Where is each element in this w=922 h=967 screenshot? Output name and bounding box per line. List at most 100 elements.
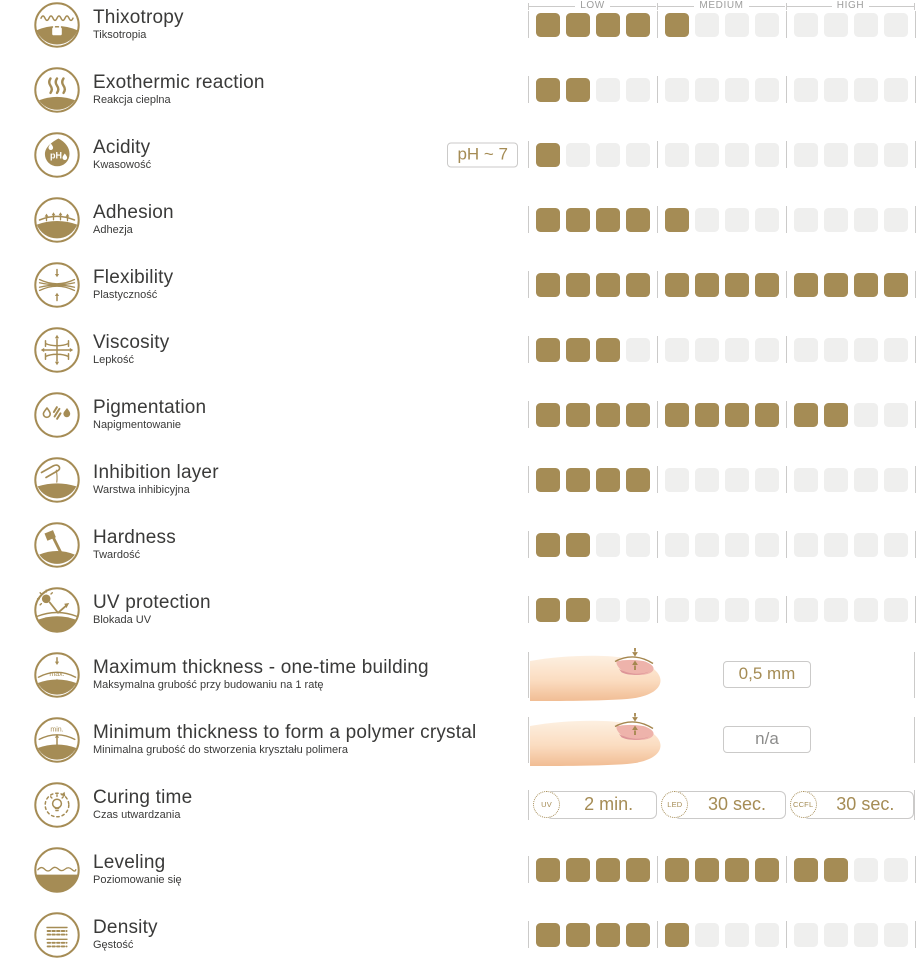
property-subtitle: Plastyczność (93, 289, 158, 302)
rating-cell (566, 337, 590, 362)
rating-cell (824, 337, 848, 362)
bar-frame-line (657, 466, 658, 493)
rating-group (658, 922, 786, 947)
property-title: Exothermic reaction (93, 71, 265, 93)
header-line (658, 5, 695, 7)
bar-frame-line (913, 789, 915, 820)
property-title: Thixotropy (93, 6, 184, 28)
property-text: Viscosity Lepkość (93, 331, 528, 366)
rating-cell (884, 12, 908, 37)
rating-cell (794, 77, 818, 102)
uv-protection-icon (33, 586, 81, 634)
property-text: Thixotropy Tiksotropia (93, 6, 528, 41)
rating-cell (566, 272, 590, 297)
rating-cell (794, 12, 818, 37)
rating-cell (884, 77, 908, 102)
bar-frame-line (786, 596, 787, 623)
property-title: UV protection (93, 591, 211, 613)
curing-badge: LED 30 sec. (661, 790, 786, 819)
finger-nail-illustration (530, 647, 661, 701)
bar-frame-line (914, 716, 915, 763)
property-title: Viscosity (93, 331, 170, 353)
bar-frame-line (657, 336, 658, 363)
property-subtitle: Gęstość (93, 939, 134, 952)
property-subtitle: Kwasowość (93, 159, 152, 172)
rating-cell (695, 142, 719, 167)
bar-frame-line (528, 336, 529, 363)
rating-cell (665, 597, 689, 622)
ph-badge: pH ~ 7 (447, 142, 518, 167)
property-row: max. Maximum thickness - one-time buildin… (0, 642, 922, 707)
rating-cell (725, 337, 749, 362)
rating-cell (626, 207, 650, 232)
bar-frame-line (915, 921, 916, 948)
rating-cell (566, 532, 590, 557)
bar-frame-line (786, 921, 787, 948)
property-title: Flexibility (93, 266, 174, 288)
rating-cell (854, 272, 878, 297)
property-text: Density Gęstość (93, 917, 528, 952)
rating-cell (665, 142, 689, 167)
rating-group (787, 532, 915, 557)
property-text: Adhesion Adhezja (93, 202, 528, 236)
rating-cell (794, 532, 818, 557)
property-title: Pigmentation (93, 396, 207, 418)
rating-cell (884, 922, 908, 947)
rating-cell (566, 467, 590, 492)
property-text: Pigmentation Napigmentowanie (93, 396, 528, 431)
rating-cell (626, 857, 650, 882)
rating-cell (536, 12, 560, 37)
rating-group (529, 402, 657, 427)
rating-cell (695, 922, 719, 947)
rating-cell (854, 597, 878, 622)
rating-group (787, 597, 915, 622)
rating-group (787, 467, 915, 492)
rating-cell (725, 467, 749, 492)
rating-cell (884, 597, 908, 622)
property-row: Adhesion Adhezja (0, 187, 922, 252)
rating-cell (854, 337, 878, 362)
rating-group (529, 12, 657, 37)
rating-cell (596, 857, 620, 882)
property-text: Minimum thickness to form a polymer crys… (93, 722, 528, 756)
curing-time-value: 30 sec. (836, 794, 895, 814)
min-thickness-icon: min. (33, 716, 81, 764)
bar-frame-line (657, 531, 658, 558)
header-line (529, 5, 576, 7)
bar-frame-line (915, 11, 916, 38)
rating-group (658, 12, 786, 37)
property-row: Thixotropy Tiksotropia (0, 0, 922, 57)
bar-frame-line (915, 141, 916, 168)
bar-frame-line (915, 206, 916, 233)
property-subtitle: Blokada UV (93, 614, 152, 627)
hardness-icon (33, 521, 81, 569)
rating-cell (536, 402, 560, 427)
rating-cell (626, 402, 650, 427)
property-subtitle: Twardość (93, 549, 141, 562)
rating-cell (596, 12, 620, 37)
rating-cell (884, 337, 908, 362)
property-row: Pigmentation Napigmentowanie (0, 382, 922, 447)
rating-bar (528, 401, 916, 429)
scale-header: LOW MEDIUM HIGH (528, 1, 915, 11)
flexibility-icon (33, 261, 81, 309)
property-title: Curing time (93, 786, 193, 808)
rating-cell (626, 532, 650, 557)
header-line (609, 5, 656, 7)
rating-cell (566, 12, 590, 37)
rating-group (787, 922, 915, 947)
rating-bar (528, 336, 916, 364)
property-subtitle: Czas utwardzania (93, 809, 181, 822)
rating-cell (626, 597, 650, 622)
bar-frame-line (786, 11, 787, 38)
svg-text:min.: min. (50, 726, 63, 733)
rating-bar (528, 141, 916, 169)
rating-cell (725, 597, 749, 622)
rating-cell (755, 337, 779, 362)
rating-cell (695, 857, 719, 882)
property-title: Maximum thickness - one-time building (93, 656, 429, 678)
bar-frame-line (528, 596, 529, 623)
rating-bar (528, 921, 916, 949)
bar-frame-line (786, 531, 787, 558)
rating-cell (824, 12, 848, 37)
